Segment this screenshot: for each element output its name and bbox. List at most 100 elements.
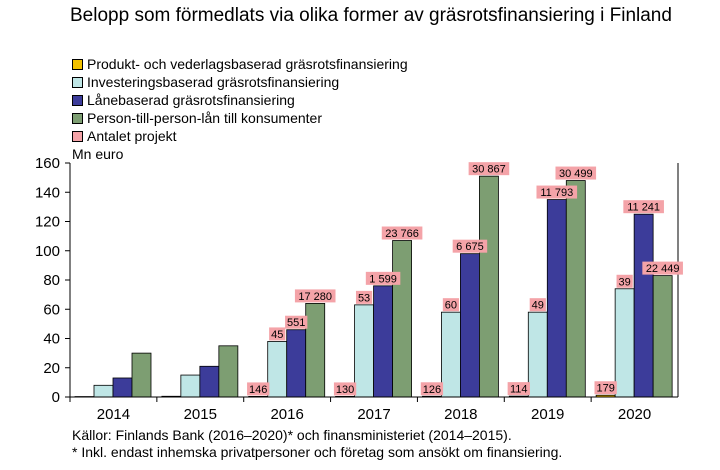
y-axis-unit-label: Mn euro (72, 146, 124, 162)
legend-swatch-projects (72, 130, 83, 142)
y-tick-label: 60 (43, 301, 60, 318)
legend-label-loan: Lånebaserad gräsrotsfinansiering (87, 92, 295, 108)
project-count-text: 39 (619, 276, 631, 288)
project-count-text: 22 449 (646, 263, 680, 275)
project-count-box (269, 327, 286, 341)
y-tick-label: 20 (43, 360, 60, 377)
bar (614, 288, 635, 398)
legend-label-investment: Investeringsbaserad gräsrotsfinansiering (87, 74, 340, 90)
legend-item-p2p: Person-till-person-lån till konsumenter (72, 109, 408, 127)
project-count-box (420, 382, 444, 396)
project-count-box (294, 289, 336, 303)
legend-item-loan: Lånebaserad gräsrotsfinansiering (72, 91, 408, 109)
bar (93, 384, 114, 398)
bar (479, 175, 499, 398)
bar (286, 329, 307, 398)
bar (305, 302, 326, 398)
project-count-label: 30 499 (555, 166, 597, 180)
legend-item-product: Produkt- och vederlagsbaserad gräsrotsfi… (72, 55, 408, 73)
project-count-box (333, 382, 357, 396)
y-tick-label: 120 (35, 214, 60, 231)
project-count-text: 114 (510, 384, 528, 396)
project-count-label: 6 675 (452, 239, 488, 253)
project-count-text: 60 (445, 300, 457, 312)
project-count-box (616, 274, 633, 288)
project-count-label: 179 (594, 381, 617, 395)
y-tick-label: 140 (35, 184, 60, 201)
legend-swatch-loan (72, 94, 83, 106)
bar (199, 365, 220, 398)
chart-title: Belopp som förmedlats via olika former a… (70, 5, 672, 26)
project-count-label: 60 (442, 298, 460, 312)
project-count-label: 49 (529, 298, 546, 312)
project-count-text: 130 (336, 384, 354, 396)
project-count-box (285, 315, 308, 329)
x-tick-label: 2015 (184, 406, 217, 423)
source-note: Källor: Finlands Bank (2016–2020)* och f… (72, 427, 512, 443)
project-count-label: 23 766 (381, 226, 423, 240)
project-count-box (247, 382, 270, 396)
legend-label-product: Produkt- och vederlagsbaserad gräsrotsfi… (87, 56, 408, 72)
project-count-box (594, 381, 617, 395)
project-count-label: 146 (247, 382, 270, 396)
project-count-text: 146 (249, 384, 267, 396)
project-count-label: 22 449 (642, 261, 683, 275)
y-tick-label: 0 (52, 389, 60, 406)
project-count-text: 179 (596, 383, 614, 395)
project-count-label: 39 (616, 274, 633, 288)
project-count-text: 1 599 (369, 273, 397, 285)
x-tick-label: 2020 (618, 406, 651, 423)
bar (354, 304, 374, 398)
project-count-label: 126 (420, 382, 444, 396)
project-count-box (623, 200, 664, 214)
project-count-text: 551 (287, 317, 305, 329)
project-count-text: 30 867 (472, 164, 506, 176)
bar (131, 352, 152, 398)
project-count-label: 551 (285, 315, 308, 329)
project-count-box (529, 298, 546, 312)
project-count-box (365, 271, 401, 285)
project-count-label: 114 (507, 382, 530, 396)
footnote-note: * Inkl. endast inhemska privatpersoner o… (72, 444, 563, 460)
project-count-text: 6 675 (456, 241, 484, 253)
bar (180, 374, 201, 398)
x-tick-label: 2019 (531, 406, 564, 423)
bar (267, 341, 288, 398)
bar (527, 311, 548, 398)
project-count-text: 53 (358, 292, 370, 304)
legend-swatch-p2p (72, 112, 83, 124)
project-count-box (507, 382, 530, 396)
bar (392, 240, 412, 398)
legend-item-projects: Antalet projekt (72, 127, 408, 145)
project-count-box (381, 226, 423, 240)
project-count-box (355, 290, 373, 304)
project-count-text: 45 (271, 329, 283, 341)
y-tick-label: 100 (35, 243, 60, 260)
project-count-text: 49 (532, 300, 544, 312)
project-count-text: 30 499 (559, 168, 593, 180)
project-count-label: 1 599 (365, 271, 401, 285)
x-tick-label: 2016 (270, 406, 303, 423)
project-count-label: 53 (355, 290, 373, 304)
bar (546, 199, 567, 398)
project-count-box (442, 298, 460, 312)
legend-label-p2p: Person-till-person-lån till konsumenter (87, 110, 322, 126)
legend-label-projects: Antalet projekt (87, 128, 177, 144)
project-count-label: 17 280 (294, 289, 336, 303)
x-tick-label: 2014 (97, 406, 130, 423)
legend-swatch-investment (72, 76, 83, 88)
bar (652, 275, 673, 398)
project-count-label: 11 241 (623, 200, 664, 214)
x-tick-label: 2018 (444, 406, 477, 423)
project-count-text: 11 793 (540, 187, 573, 199)
project-count-text: 126 (423, 384, 441, 396)
project-count-text: 11 241 (627, 202, 660, 214)
project-count-box (555, 166, 597, 180)
y-tick-label: 160 (35, 155, 60, 172)
bar (441, 311, 461, 398)
chart-legend: Produkt- och vederlagsbaserad gräsrotsfi… (72, 55, 408, 145)
legend-swatch-product (72, 58, 83, 70)
project-count-label: 130 (333, 382, 357, 396)
project-count-label: 45 (269, 327, 286, 341)
